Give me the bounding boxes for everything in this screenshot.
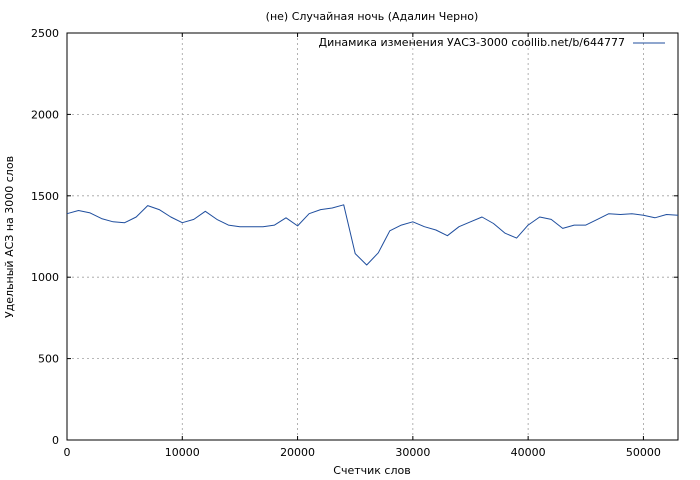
x-tick-label: 20000	[280, 446, 315, 459]
y-tick-label: 2000	[31, 108, 59, 121]
axis-ticks: 0 10000 20000 30000 40000 50000 0 500 1000 1500 20…	[31, 27, 678, 459]
grid	[67, 33, 678, 440]
x-tick-label: 30000	[395, 446, 430, 459]
x-tick-label: 40000	[511, 446, 546, 459]
legend-series-label: Динамика изменения УАСЗ-3000 coollib.net…	[319, 36, 626, 49]
x-tick-label: 0	[64, 446, 71, 459]
series-layer	[66, 204, 679, 266]
y-axis-label: Удельный АСЗ на 3000 слов	[3, 156, 16, 318]
plot-area-frame	[66, 32, 679, 441]
x-tick-label: 10000	[165, 446, 200, 459]
series-line-0	[66, 204, 679, 266]
y-tick-label: 1500	[31, 190, 59, 203]
chart-title: (не) Случайная ночь (Адалин Черно)	[266, 10, 479, 23]
y-tick-label: 0	[52, 434, 59, 447]
y-tick-label: 2500	[31, 27, 59, 40]
y-tick-label: 1000	[31, 271, 59, 284]
x-tick-label: 50000	[626, 446, 661, 459]
x-axis-label: Счетчик слов	[333, 464, 410, 477]
legend: Динамика изменения УАСЗ-3000 coollib.net…	[319, 36, 665, 49]
y-tick-label: 500	[38, 353, 59, 366]
